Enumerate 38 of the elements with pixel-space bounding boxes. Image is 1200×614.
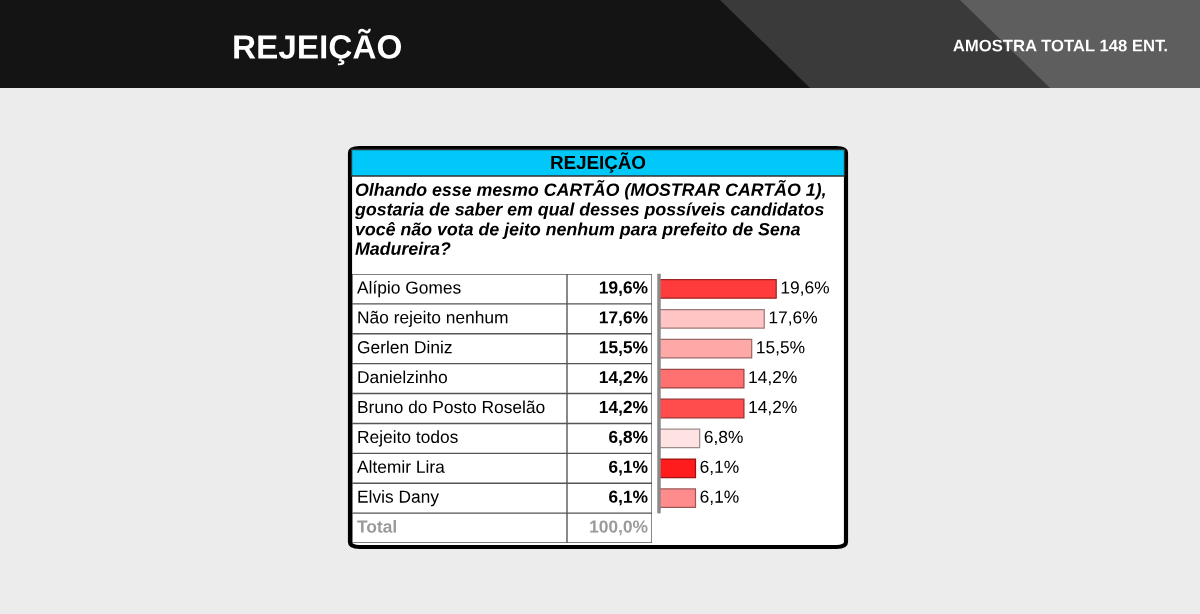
data-label: 17,6% bbox=[599, 311, 648, 327]
y-tick-label: Não rejeito nenhum bbox=[358, 310, 508, 327]
data-label: 6,1% bbox=[609, 490, 648, 506]
text: 6,1% bbox=[700, 460, 739, 475]
y-tick-label: Danielzinho bbox=[358, 370, 447, 384]
y-tick-label: Bruno do Posto Roselão bbox=[358, 400, 545, 414]
text: 15,5% bbox=[757, 341, 805, 356]
text: 100,0% bbox=[590, 520, 648, 536]
text: REJEIÇÃO bbox=[234, 28, 402, 66]
bar bbox=[659, 398, 745, 419]
data-label: 14,2% bbox=[599, 370, 648, 386]
bar bbox=[659, 308, 765, 329]
bar bbox=[659, 279, 777, 299]
text: Total bbox=[357, 519, 396, 533]
y-tick-label: Alípio Gomes bbox=[357, 280, 461, 298]
text: 17,6% bbox=[769, 311, 818, 326]
text: REJEIÇÃO bbox=[551, 152, 646, 173]
text: 14,2% bbox=[749, 400, 797, 416]
bar bbox=[659, 488, 697, 509]
chart-subtitle: Olhando esse mesmo CARTÃO (MOSTRAR CARTÃO 1), gostaria de saber em qual desses possíveis candidatos você não vota de jeito nenhum para prefeito de Sena Madureira? bbox=[354, 180, 825, 255]
y-tick-label: Rejeito todos bbox=[358, 430, 458, 447]
text: 6,1% bbox=[700, 490, 739, 505]
text: 14,2% bbox=[749, 370, 797, 386]
y-tick-label: Altemir Lira bbox=[357, 460, 445, 473]
data-label: 14,2% bbox=[599, 400, 648, 416]
bar bbox=[659, 368, 745, 389]
text: AMOSTRA TOTAL 148 ENT. bbox=[953, 39, 1167, 52]
y-tick-label: Gerlen Diniz bbox=[357, 340, 452, 354]
data-label: 6,8% bbox=[609, 430, 648, 446]
data-label: 15,5% bbox=[599, 341, 648, 356]
text: 6,8% bbox=[704, 430, 743, 446]
data-label: 6,1% bbox=[609, 460, 648, 476]
text: 19,6% bbox=[781, 281, 829, 296]
data-label: 19,6% bbox=[599, 281, 648, 297]
y-tick-label: Elvis Dany bbox=[358, 490, 439, 507]
bar bbox=[659, 338, 753, 359]
bar bbox=[659, 458, 697, 479]
bar bbox=[659, 428, 701, 449]
